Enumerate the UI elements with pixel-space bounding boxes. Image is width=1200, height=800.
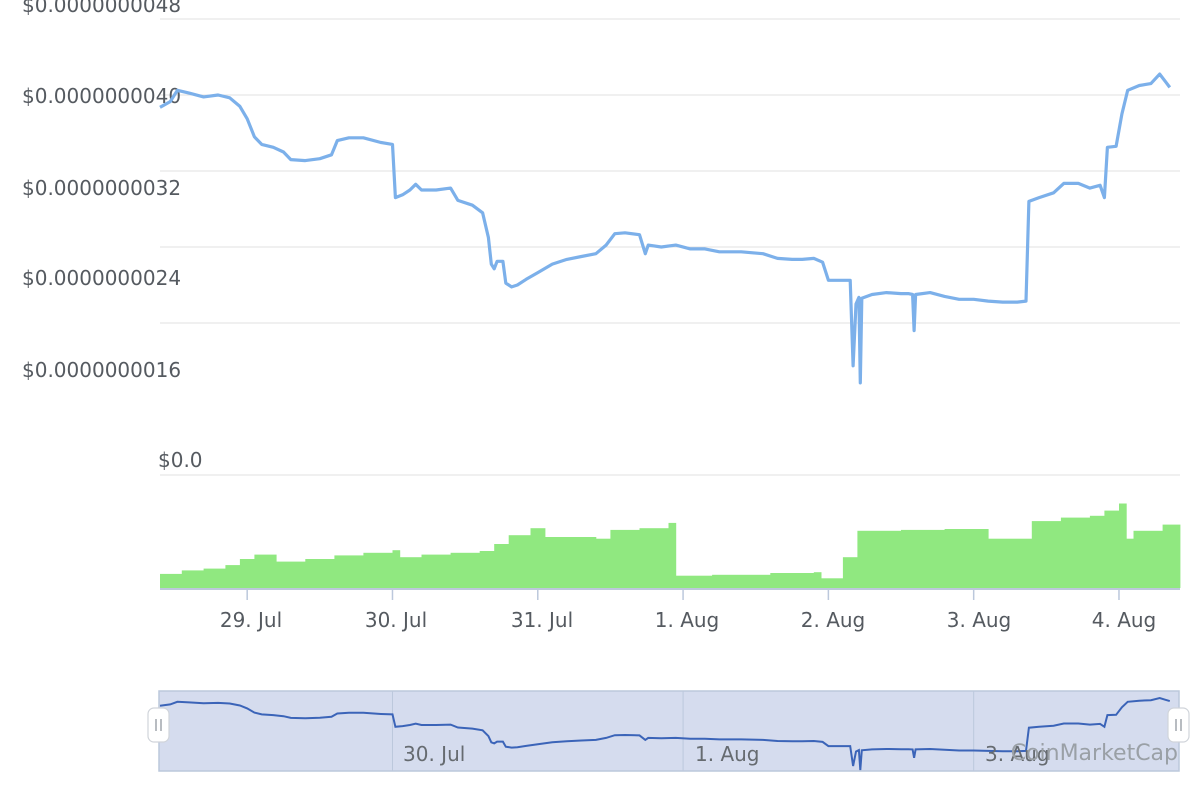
x-tick-label: 4. Aug	[1092, 608, 1157, 632]
volume-bars	[160, 503, 1181, 588]
volume-bar	[1162, 524, 1181, 588]
volume-bar	[545, 537, 597, 588]
volume-bar	[712, 574, 771, 588]
x-axis-ticks: 29. Jul 30. Jul 31. Jul 1. Aug 2. Aug 3.…	[220, 589, 1156, 632]
volume-bar	[305, 559, 335, 588]
volume-bar	[363, 552, 393, 588]
volume-bar	[1126, 538, 1134, 588]
y-tick-label: $0.0	[158, 448, 203, 472]
volume-bar	[276, 561, 306, 588]
volume-bar	[239, 559, 255, 588]
navigator-left-handle[interactable]	[147, 707, 170, 743]
volume-bar	[530, 528, 546, 588]
navigator-tick-label: 1. Aug	[695, 742, 760, 766]
y-axis-ticks: $0.0 $0.0000000016 $0.0000000024 $0.0000…	[22, 0, 203, 472]
volume-bar	[770, 573, 815, 588]
volume-bar	[988, 538, 1033, 588]
volume-bar	[639, 528, 669, 588]
x-tick-label: 1. Aug	[655, 608, 720, 632]
volume-bar	[857, 530, 902, 588]
navigator-tick-label: 30. Jul	[403, 742, 465, 766]
volume-bar	[821, 578, 844, 588]
navigator-grid	[391, 691, 975, 771]
x-tick-label: 2. Aug	[801, 608, 866, 632]
range-navigator[interactable]: 30. Jul 1. Aug 3. Aug CoinMarketCap	[147, 690, 1190, 772]
watermark-credit: CoinMarketCap	[1011, 741, 1178, 766]
volume-bar	[494, 544, 510, 588]
navigator-right-handle[interactable]	[1167, 707, 1190, 743]
volume-bar	[842, 557, 858, 588]
volume-bar	[399, 557, 422, 588]
volume-bar	[675, 575, 713, 588]
volume-bar	[479, 551, 495, 588]
y-tick-label: $0.0000000016	[22, 358, 181, 382]
volume-bar	[1060, 517, 1091, 588]
volume-bar	[668, 522, 677, 588]
volume-bar	[944, 529, 989, 588]
y-tick-label: $0.0000000024	[22, 266, 181, 290]
volume-bar	[392, 550, 401, 588]
volume-bar	[225, 565, 241, 588]
volume-bar	[421, 554, 451, 588]
volume-bar	[1031, 521, 1062, 588]
volume-bar	[1119, 503, 1127, 588]
volume-bar	[160, 573, 183, 588]
volume-bar	[813, 572, 822, 588]
volume-bar	[334, 555, 364, 588]
y-tick-label: $0.0000000048	[22, 0, 181, 17]
navigator-tick-label: 3. Aug	[985, 742, 1050, 766]
volume-bar	[1133, 530, 1163, 588]
x-tick-label: 29. Jul	[220, 608, 282, 632]
x-tick-label: 30. Jul	[365, 608, 427, 632]
x-tick-label: 31. Jul	[511, 608, 573, 632]
volume-bar	[254, 554, 277, 588]
y-tick-label: $0.0000000032	[22, 176, 181, 200]
volume-bar	[610, 529, 640, 588]
y-tick-label: $0.0000000040	[22, 84, 181, 108]
volume-bar	[1089, 515, 1105, 588]
volume-bar	[1104, 510, 1120, 588]
volume-bar	[508, 535, 531, 588]
volume-bar	[203, 568, 226, 588]
volume-bar	[901, 529, 945, 588]
x-tick-label: 3. Aug	[947, 608, 1012, 632]
price-series-line	[159, 72, 1172, 385]
navigator-series-line	[159, 696, 1171, 771]
volume-bar	[450, 552, 481, 588]
volume-bar	[595, 538, 611, 588]
volume-bar	[181, 570, 204, 588]
